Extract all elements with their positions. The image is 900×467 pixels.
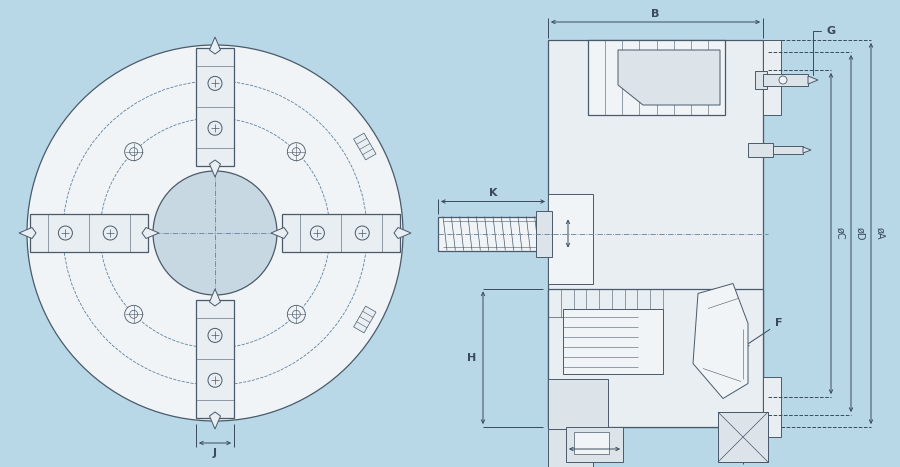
Text: K: K: [489, 189, 497, 198]
Text: L: L: [591, 452, 598, 462]
Polygon shape: [803, 147, 811, 153]
Bar: [196, 300, 234, 418]
Circle shape: [208, 328, 222, 342]
Circle shape: [310, 226, 324, 240]
Circle shape: [208, 77, 222, 91]
Bar: [438, 217, 548, 250]
Polygon shape: [210, 289, 220, 306]
Bar: [748, 143, 773, 157]
Bar: [763, 74, 808, 86]
Polygon shape: [354, 306, 376, 333]
Bar: [196, 48, 234, 166]
Text: øD: øD: [855, 227, 865, 240]
Circle shape: [779, 76, 787, 84]
Bar: [548, 289, 763, 427]
Circle shape: [153, 171, 277, 295]
Polygon shape: [210, 412, 220, 429]
Text: øA: øA: [875, 227, 885, 240]
Polygon shape: [808, 76, 818, 84]
Bar: [282, 214, 400, 252]
Circle shape: [125, 305, 143, 323]
Bar: [755, 71, 767, 89]
Bar: [763, 40, 781, 115]
Text: J: J: [213, 448, 217, 458]
Bar: [773, 146, 803, 154]
Bar: [763, 377, 781, 437]
Bar: [548, 40, 763, 427]
Text: øC: øC: [835, 227, 845, 240]
Bar: [548, 378, 608, 429]
Circle shape: [58, 226, 72, 240]
Bar: [574, 432, 609, 454]
Text: H: H: [467, 353, 476, 363]
Bar: [566, 427, 623, 462]
Bar: [588, 40, 725, 115]
Bar: [30, 214, 148, 252]
Polygon shape: [618, 50, 720, 105]
Polygon shape: [693, 283, 748, 398]
Circle shape: [287, 305, 305, 323]
Circle shape: [125, 143, 143, 161]
Bar: [718, 412, 768, 462]
Polygon shape: [142, 227, 159, 239]
Bar: [548, 193, 593, 283]
Text: G: G: [813, 26, 835, 75]
Circle shape: [208, 121, 222, 135]
Text: B: B: [652, 9, 660, 19]
Bar: [536, 211, 552, 256]
Polygon shape: [210, 160, 220, 177]
Circle shape: [208, 373, 222, 387]
Text: F: F: [744, 318, 782, 347]
Circle shape: [27, 45, 403, 421]
Text: øE: øE: [573, 228, 585, 239]
Bar: [563, 309, 663, 374]
Circle shape: [104, 226, 117, 240]
Polygon shape: [19, 227, 36, 239]
Bar: [548, 429, 593, 467]
Bar: [718, 412, 768, 462]
Polygon shape: [210, 37, 220, 54]
Text: M: M: [755, 452, 767, 462]
Circle shape: [287, 143, 305, 161]
Polygon shape: [394, 227, 411, 239]
Circle shape: [356, 226, 369, 240]
Polygon shape: [271, 227, 288, 239]
Polygon shape: [354, 133, 376, 160]
